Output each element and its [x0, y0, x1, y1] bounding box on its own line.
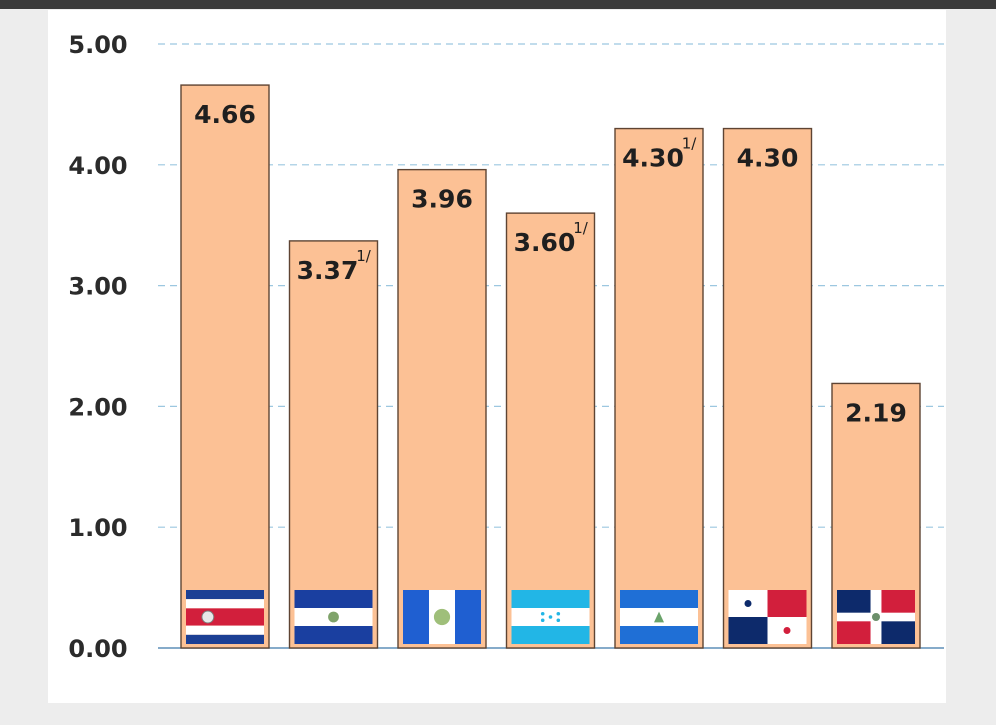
y-axis-ticks: 0.00 1.00 2.00 3.00 4.00 5.00 — [68, 31, 127, 663]
bar — [180, 84, 270, 649]
dominican-republic-flag-icon — [837, 590, 915, 644]
bar-value-label: 4.30 — [622, 144, 684, 173]
el-salvador-flag-icon — [294, 590, 373, 644]
bar-value-label: 4.66 — [194, 100, 256, 129]
bars: 4.663.371/3.963.601/4.301/4.302.19 — [180, 84, 921, 649]
bar-value-label: 3.37 — [297, 256, 359, 285]
bar-footnote-label: 1/ — [682, 135, 698, 153]
bar-value-label: 2.19 — [845, 398, 907, 427]
bar — [288, 240, 379, 649]
y-tick-label: 0.00 — [68, 635, 127, 663]
guatemala-flag-icon — [403, 590, 481, 644]
y-tick-label: 2.00 — [68, 393, 127, 421]
bar-chart: 0.001.002.003.004.005.00 4.663.371/3.963… — [68, 31, 944, 663]
y-tick-label: 1.00 — [68, 514, 127, 542]
nicaragua-flag-icon — [620, 590, 698, 644]
bar — [397, 168, 487, 649]
bar — [505, 212, 596, 649]
bar-footnote-label: 1/ — [356, 247, 372, 265]
y-tick-label: 4.00 — [68, 152, 127, 180]
panama-flag-icon — [728, 590, 807, 644]
bar-value-label: 4.30 — [737, 144, 799, 173]
y-tick-label: 5.00 — [68, 31, 127, 59]
bar — [614, 127, 704, 649]
bar-footnote-label: 1/ — [573, 219, 589, 237]
window-top-bar — [0, 0, 996, 9]
honduras-flag-icon — [511, 590, 590, 644]
chart-panel: 0.00 1.00 2.00 3.00 4.00 5.00 4.66 3.37 1/3.96 3… — [48, 10, 946, 703]
costa-rica-flag-icon — [186, 590, 264, 644]
bar-value-label: 3.60 — [514, 228, 576, 257]
bar-value-label: 3.96 — [411, 185, 473, 214]
bar — [722, 127, 813, 649]
y-tick-label: 3.00 — [68, 273, 127, 301]
